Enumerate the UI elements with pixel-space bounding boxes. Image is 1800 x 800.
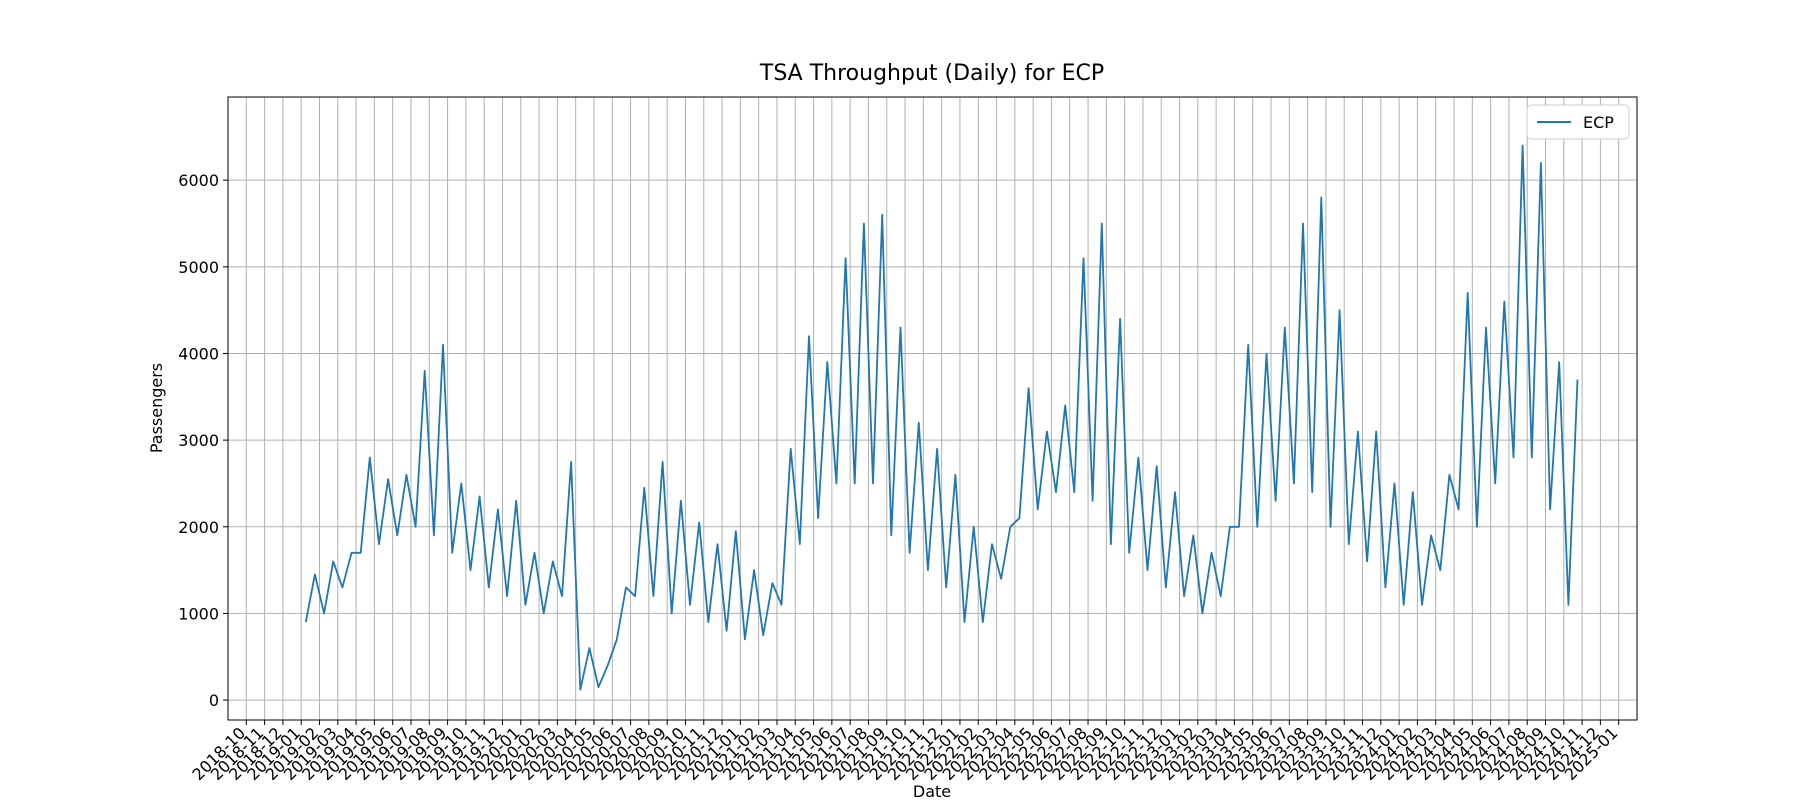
chart-title: TSA Throughput (Daily) for ECP [759, 61, 1104, 86]
y-tick-label: 4000 [178, 344, 219, 363]
y-axis-label: Passengers [147, 363, 166, 453]
legend-box [1526, 104, 1630, 140]
data-line [304, 144, 1579, 691]
y-tick-label: 0 [209, 691, 219, 710]
plot-frame [227, 96, 1638, 721]
legend-label: ECP [1583, 113, 1614, 132]
x-axis-label: Date [913, 782, 951, 800]
y-tick-label: 6000 [178, 171, 219, 190]
y-tick-label: 2000 [178, 518, 219, 537]
y-tick-label: 3000 [178, 431, 219, 450]
y-tick-label: 5000 [178, 258, 219, 277]
y-tick-label: 1000 [178, 604, 219, 623]
